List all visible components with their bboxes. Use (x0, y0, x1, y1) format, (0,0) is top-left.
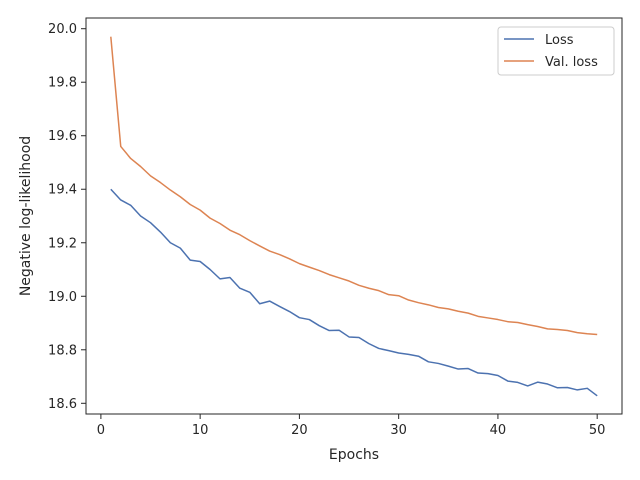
legend-label-val-loss: Val. loss (545, 55, 598, 70)
y-tick-label: 18.8 (48, 343, 77, 358)
x-tick-label: 50 (589, 423, 606, 438)
x-axis: 0 10 20 30 40 50 (97, 414, 606, 438)
x-tick-label: 30 (390, 423, 407, 438)
series-line-val-loss (110, 36, 598, 336)
x-tick-label: 40 (490, 423, 507, 438)
y-tick-label: 19.4 (48, 183, 77, 198)
legend: Loss Val. loss (497, 26, 615, 76)
y-tick-label: 18.6 (48, 397, 77, 412)
y-tick-label: 19.0 (48, 290, 77, 305)
y-tick-label: 19.8 (48, 76, 77, 91)
axes-frame (85, 17, 623, 415)
y-axis: 18.6 18.8 19.0 19.2 19.4 19.6 19.8 20.0 (48, 22, 86, 412)
y-axis-label: Negative log-likelihood (18, 136, 34, 296)
series-line-loss (110, 188, 598, 397)
x-axis-label: Epochs (329, 447, 379, 463)
x-tick-label: 0 (97, 423, 105, 438)
legend-label-loss: Loss (545, 33, 574, 48)
y-tick-label: 20.0 (48, 22, 77, 37)
y-tick-label: 19.6 (48, 129, 77, 144)
y-tick-label: 19.2 (48, 236, 77, 251)
series-layer (110, 36, 598, 397)
x-tick-label: 20 (291, 423, 308, 438)
x-tick-label: 10 (192, 423, 209, 438)
